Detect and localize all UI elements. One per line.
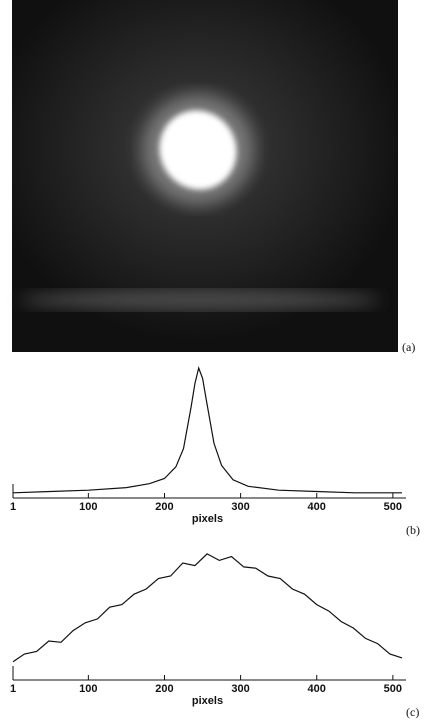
x-tick-label: 300	[231, 683, 249, 695]
x-tick-label: 200	[155, 683, 173, 695]
panel-label: (a)	[402, 340, 415, 354]
x-tick-label: 100	[79, 501, 97, 513]
x-tick-label: 400	[308, 683, 326, 695]
panel-label: (c)	[406, 705, 419, 719]
x-tick-label: 100	[79, 683, 97, 695]
panel-label: (b)	[406, 523, 420, 537]
x-tick-label: 300	[231, 501, 249, 513]
data-line	[12, 365, 402, 494]
x-tick-label: 1	[10, 501, 16, 513]
camera-image	[12, 0, 398, 352]
x-tick-label: 500	[384, 683, 402, 695]
x-tick-label: 500	[384, 501, 402, 513]
x-tick-label: 400	[308, 501, 326, 513]
data-line	[12, 553, 403, 663]
x-tick-label: 1	[10, 683, 16, 695]
x-axis-label: pixels	[192, 513, 223, 525]
x-tick-label: 200	[155, 501, 173, 513]
x-axis-label: pixels	[192, 695, 223, 707]
